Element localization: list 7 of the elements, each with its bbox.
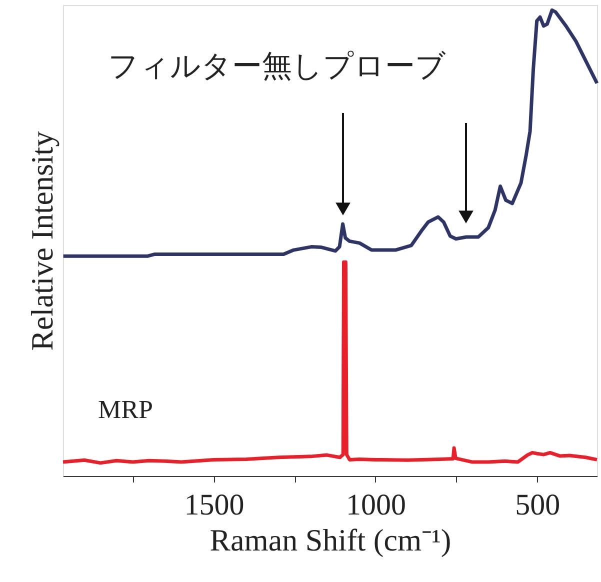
- text: フィルター無しプローブ: [108, 49, 446, 84]
- x-tick-label: 1500: [184, 488, 244, 522]
- x-axis-title: Raman Shift (cm⁻¹): [210, 522, 452, 558]
- series-label: MRP: [98, 395, 153, 424]
- y-axis-title: Relative Intensity: [24, 130, 60, 351]
- x-tick-label: 1000: [346, 488, 406, 522]
- x-tick-label: 500: [515, 488, 560, 522]
